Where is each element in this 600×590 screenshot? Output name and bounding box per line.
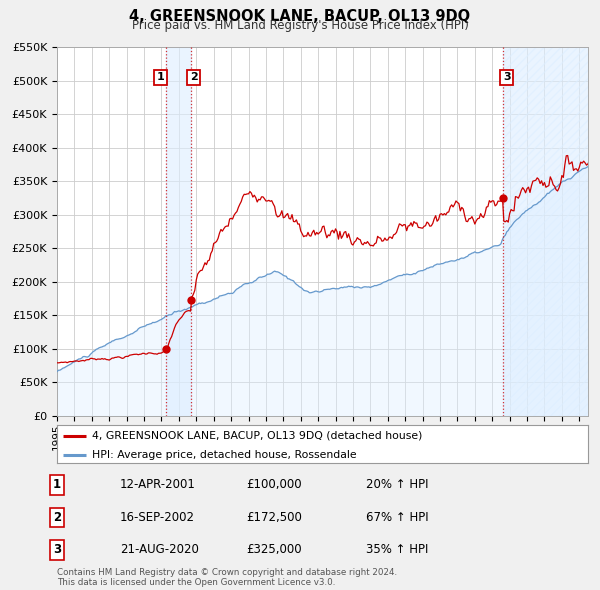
Text: 16-SEP-2002: 16-SEP-2002 (120, 511, 195, 524)
Text: 1: 1 (53, 478, 61, 491)
Text: £325,000: £325,000 (246, 543, 302, 556)
Text: HPI: Average price, detached house, Rossendale: HPI: Average price, detached house, Ross… (92, 450, 356, 460)
Bar (166, 47, 191, 416)
Bar (503, 47, 588, 416)
Text: 4, GREENSNOOK LANE, BACUP, OL13 9DQ: 4, GREENSNOOK LANE, BACUP, OL13 9DQ (130, 9, 470, 24)
Text: 20% ↑ HPI: 20% ↑ HPI (366, 478, 428, 491)
Text: 12-APR-2001: 12-APR-2001 (120, 478, 196, 491)
Text: Price paid vs. HM Land Registry's House Price Index (HPI): Price paid vs. HM Land Registry's House … (131, 19, 469, 32)
Text: 3: 3 (53, 543, 61, 556)
Text: 67% ↑ HPI: 67% ↑ HPI (366, 511, 428, 524)
Text: £100,000: £100,000 (246, 478, 302, 491)
Text: 2: 2 (53, 511, 61, 524)
Text: 2: 2 (190, 73, 198, 83)
Text: 21-AUG-2020: 21-AUG-2020 (120, 543, 199, 556)
Text: 1: 1 (157, 73, 164, 83)
Text: Contains HM Land Registry data © Crown copyright and database right 2024.
This d: Contains HM Land Registry data © Crown c… (57, 568, 397, 587)
Text: 35% ↑ HPI: 35% ↑ HPI (366, 543, 428, 556)
Text: £172,500: £172,500 (246, 511, 302, 524)
Text: 3: 3 (503, 73, 511, 83)
Text: 4, GREENSNOOK LANE, BACUP, OL13 9DQ (detached house): 4, GREENSNOOK LANE, BACUP, OL13 9DQ (det… (92, 431, 422, 441)
